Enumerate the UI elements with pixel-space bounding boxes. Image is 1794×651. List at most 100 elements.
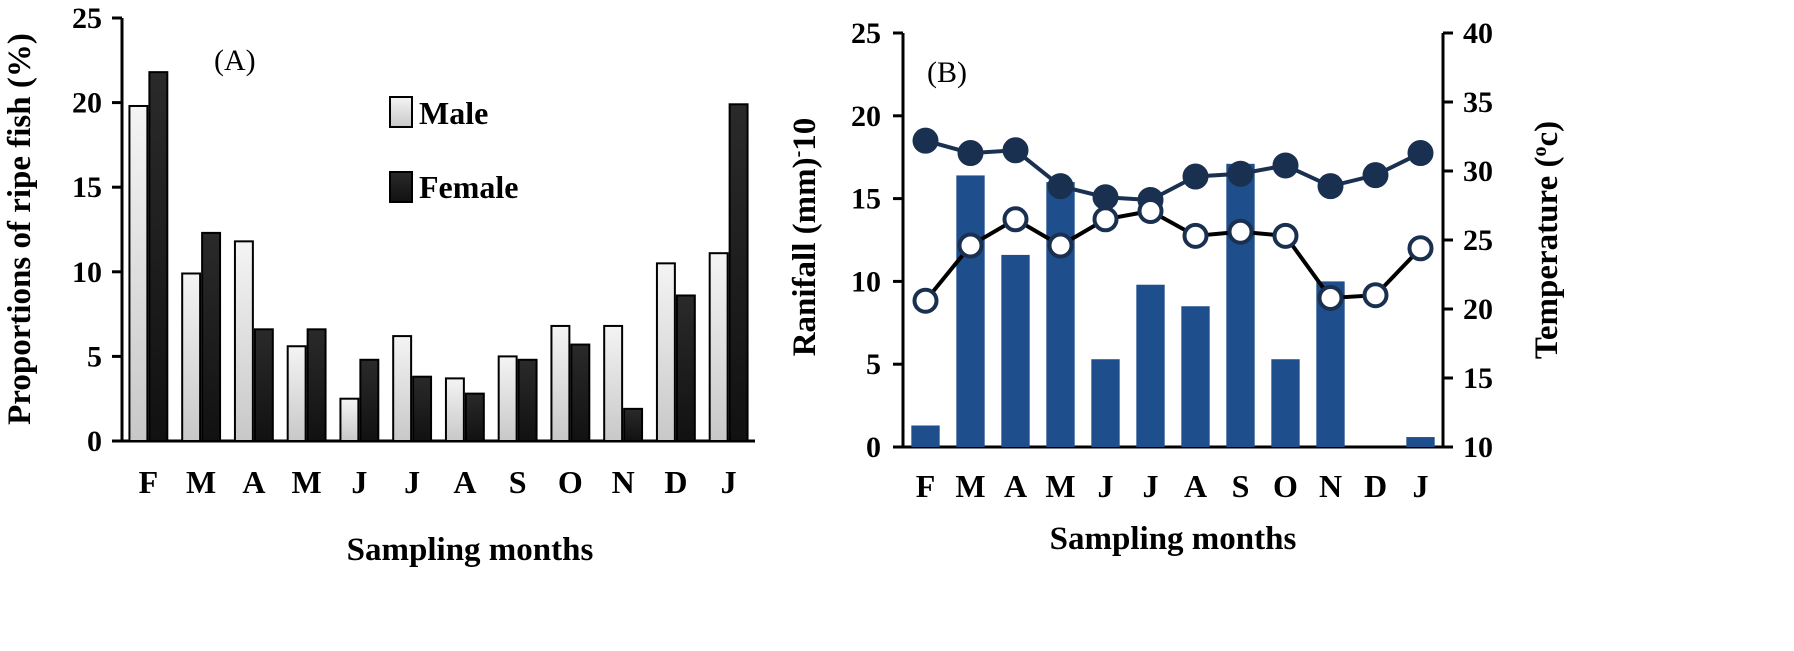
rainfall-bar [1406, 437, 1435, 447]
temperature-open-point [1407, 235, 1434, 262]
panel-b-left-y-title: Ranifall (mm)-10 [787, 118, 823, 357]
left-y-title-sup: - [787, 151, 809, 158]
panel-b-x-tick-label: A [1004, 468, 1027, 504]
panel-a-y-tick-label: 20 [72, 87, 102, 120]
panel-a-x-tick-label: A [453, 464, 476, 500]
temperature-filled-point [957, 140, 984, 167]
panel-a-y-tick-label: 10 [72, 256, 102, 289]
temperature-open-point [912, 287, 939, 314]
male-bar [708, 252, 729, 442]
male-bar [603, 324, 624, 442]
male-bar [392, 335, 413, 443]
panel-b-x-tick-label: J [1098, 468, 1114, 504]
temperature-open-point [1362, 282, 1389, 309]
panel-a-y-title: Proportions of ripe fish (%) [2, 33, 38, 425]
temperature-filled-line [924, 138, 1422, 203]
panel-b-right-y-title: Temperature (oc) [1529, 121, 1565, 359]
temperature-filled-point [1182, 163, 1209, 190]
female-bar [201, 231, 222, 442]
panel-b-right-tick-label: 35 [1463, 86, 1493, 119]
panel-b-right-tick-label: 40 [1463, 17, 1493, 50]
panel-b-left-tick-label: 20 [851, 100, 881, 133]
panel-b-x-tick-label: J [1143, 468, 1159, 504]
temperature-filled-point [912, 127, 939, 154]
temperature-open-point [1272, 222, 1299, 249]
rainfall-bar [911, 425, 940, 447]
temperature-open-point [1227, 218, 1254, 245]
female-bar [253, 328, 274, 442]
temperature-filled-point [1047, 173, 1074, 200]
panel-a-x-tick-label: J [721, 464, 737, 500]
temperature-open-point [1137, 198, 1164, 225]
male-bar [339, 397, 360, 443]
female-bar [570, 343, 591, 442]
temperature-filled-point [1317, 173, 1344, 200]
female-bar [623, 407, 644, 442]
panel-a-x-tick-label: O [558, 464, 583, 500]
panel-b-left-tick-label: 10 [851, 265, 881, 298]
temperature-filled-point [1227, 160, 1254, 187]
panel-b-left-tick-label: 15 [851, 183, 881, 216]
panel-a-label: (A) [214, 44, 256, 77]
panel-b-x-tick-label: J [1413, 468, 1429, 504]
panel-b-right-tick-label: 20 [1463, 293, 1493, 326]
temperature-open-point [1317, 284, 1344, 311]
panel-a-x-tick-label: J [404, 464, 420, 500]
panel-a-x-tick-label: M [292, 464, 322, 500]
rainfall-bar [1091, 359, 1120, 447]
panel-b-right-tick-label: 30 [1463, 155, 1493, 188]
male-bar [497, 355, 518, 442]
legend-female-label: Female [419, 169, 519, 205]
male-bar [444, 377, 465, 442]
female-bar [728, 103, 749, 443]
temperature-open-line [923, 208, 1422, 302]
panel-a-x-tick-label: S [509, 464, 527, 500]
panel-a-y-tick-label: 5 [87, 340, 102, 373]
female-bar [517, 358, 538, 442]
panel-a-x-tick-label: N [612, 464, 635, 500]
panel-b-x-title: Sampling months [1050, 521, 1297, 557]
panel-a-x-tick-label: A [242, 464, 265, 500]
male-bar [233, 240, 254, 442]
panel-b-right-tick-label: 15 [1463, 362, 1493, 395]
rainfall-bar [1271, 359, 1300, 447]
temperature-filled-point [1272, 152, 1299, 179]
male-bar [550, 324, 571, 442]
panel-b-x-tick-label: A [1184, 468, 1207, 504]
panel-b-x-tick-label: N [1319, 468, 1342, 504]
male-bar [286, 345, 307, 442]
panel-b-x-tick-label: S [1232, 468, 1250, 504]
rainfall-bar [956, 175, 985, 447]
temperature-open-point [957, 232, 984, 259]
rainfall-bar [1001, 254, 1030, 447]
panel-b-x-tick-label: D [1364, 468, 1387, 504]
temperature-filled-point [1002, 137, 1029, 164]
male-bar [655, 262, 676, 442]
female-bar [675, 294, 696, 442]
male-bar [128, 104, 149, 442]
panel-a-x-tick-label: F [139, 464, 159, 500]
panel-b-left-tick-label: 0 [866, 431, 881, 464]
male-bar [181, 272, 202, 442]
rainfall-bar [1181, 306, 1210, 447]
legend-male-label: Male [419, 95, 488, 131]
panel-a-y-tick-label: 25 [72, 2, 102, 35]
female-bar [359, 358, 380, 442]
female-bar [306, 328, 327, 442]
left-y-title-tail: 10 [787, 118, 823, 151]
temperature-open-point [1182, 222, 1209, 249]
legend-male-swatch [389, 96, 413, 128]
legend-female-swatch [389, 171, 413, 203]
rainfall-bar [1136, 284, 1165, 447]
panel-b-x-tick-label: F [916, 468, 936, 504]
temperature-open-point [1002, 206, 1029, 233]
panel-a-y-tick-label: 0 [87, 425, 102, 458]
temperature-filled-point [1407, 140, 1434, 167]
temperature-open-point [1092, 206, 1119, 233]
panel-b-right-tick-label: 25 [1463, 224, 1493, 257]
temperature-open-point [1047, 232, 1074, 259]
female-bar [412, 375, 433, 443]
panel-a-x-tick-label: M [186, 464, 216, 500]
